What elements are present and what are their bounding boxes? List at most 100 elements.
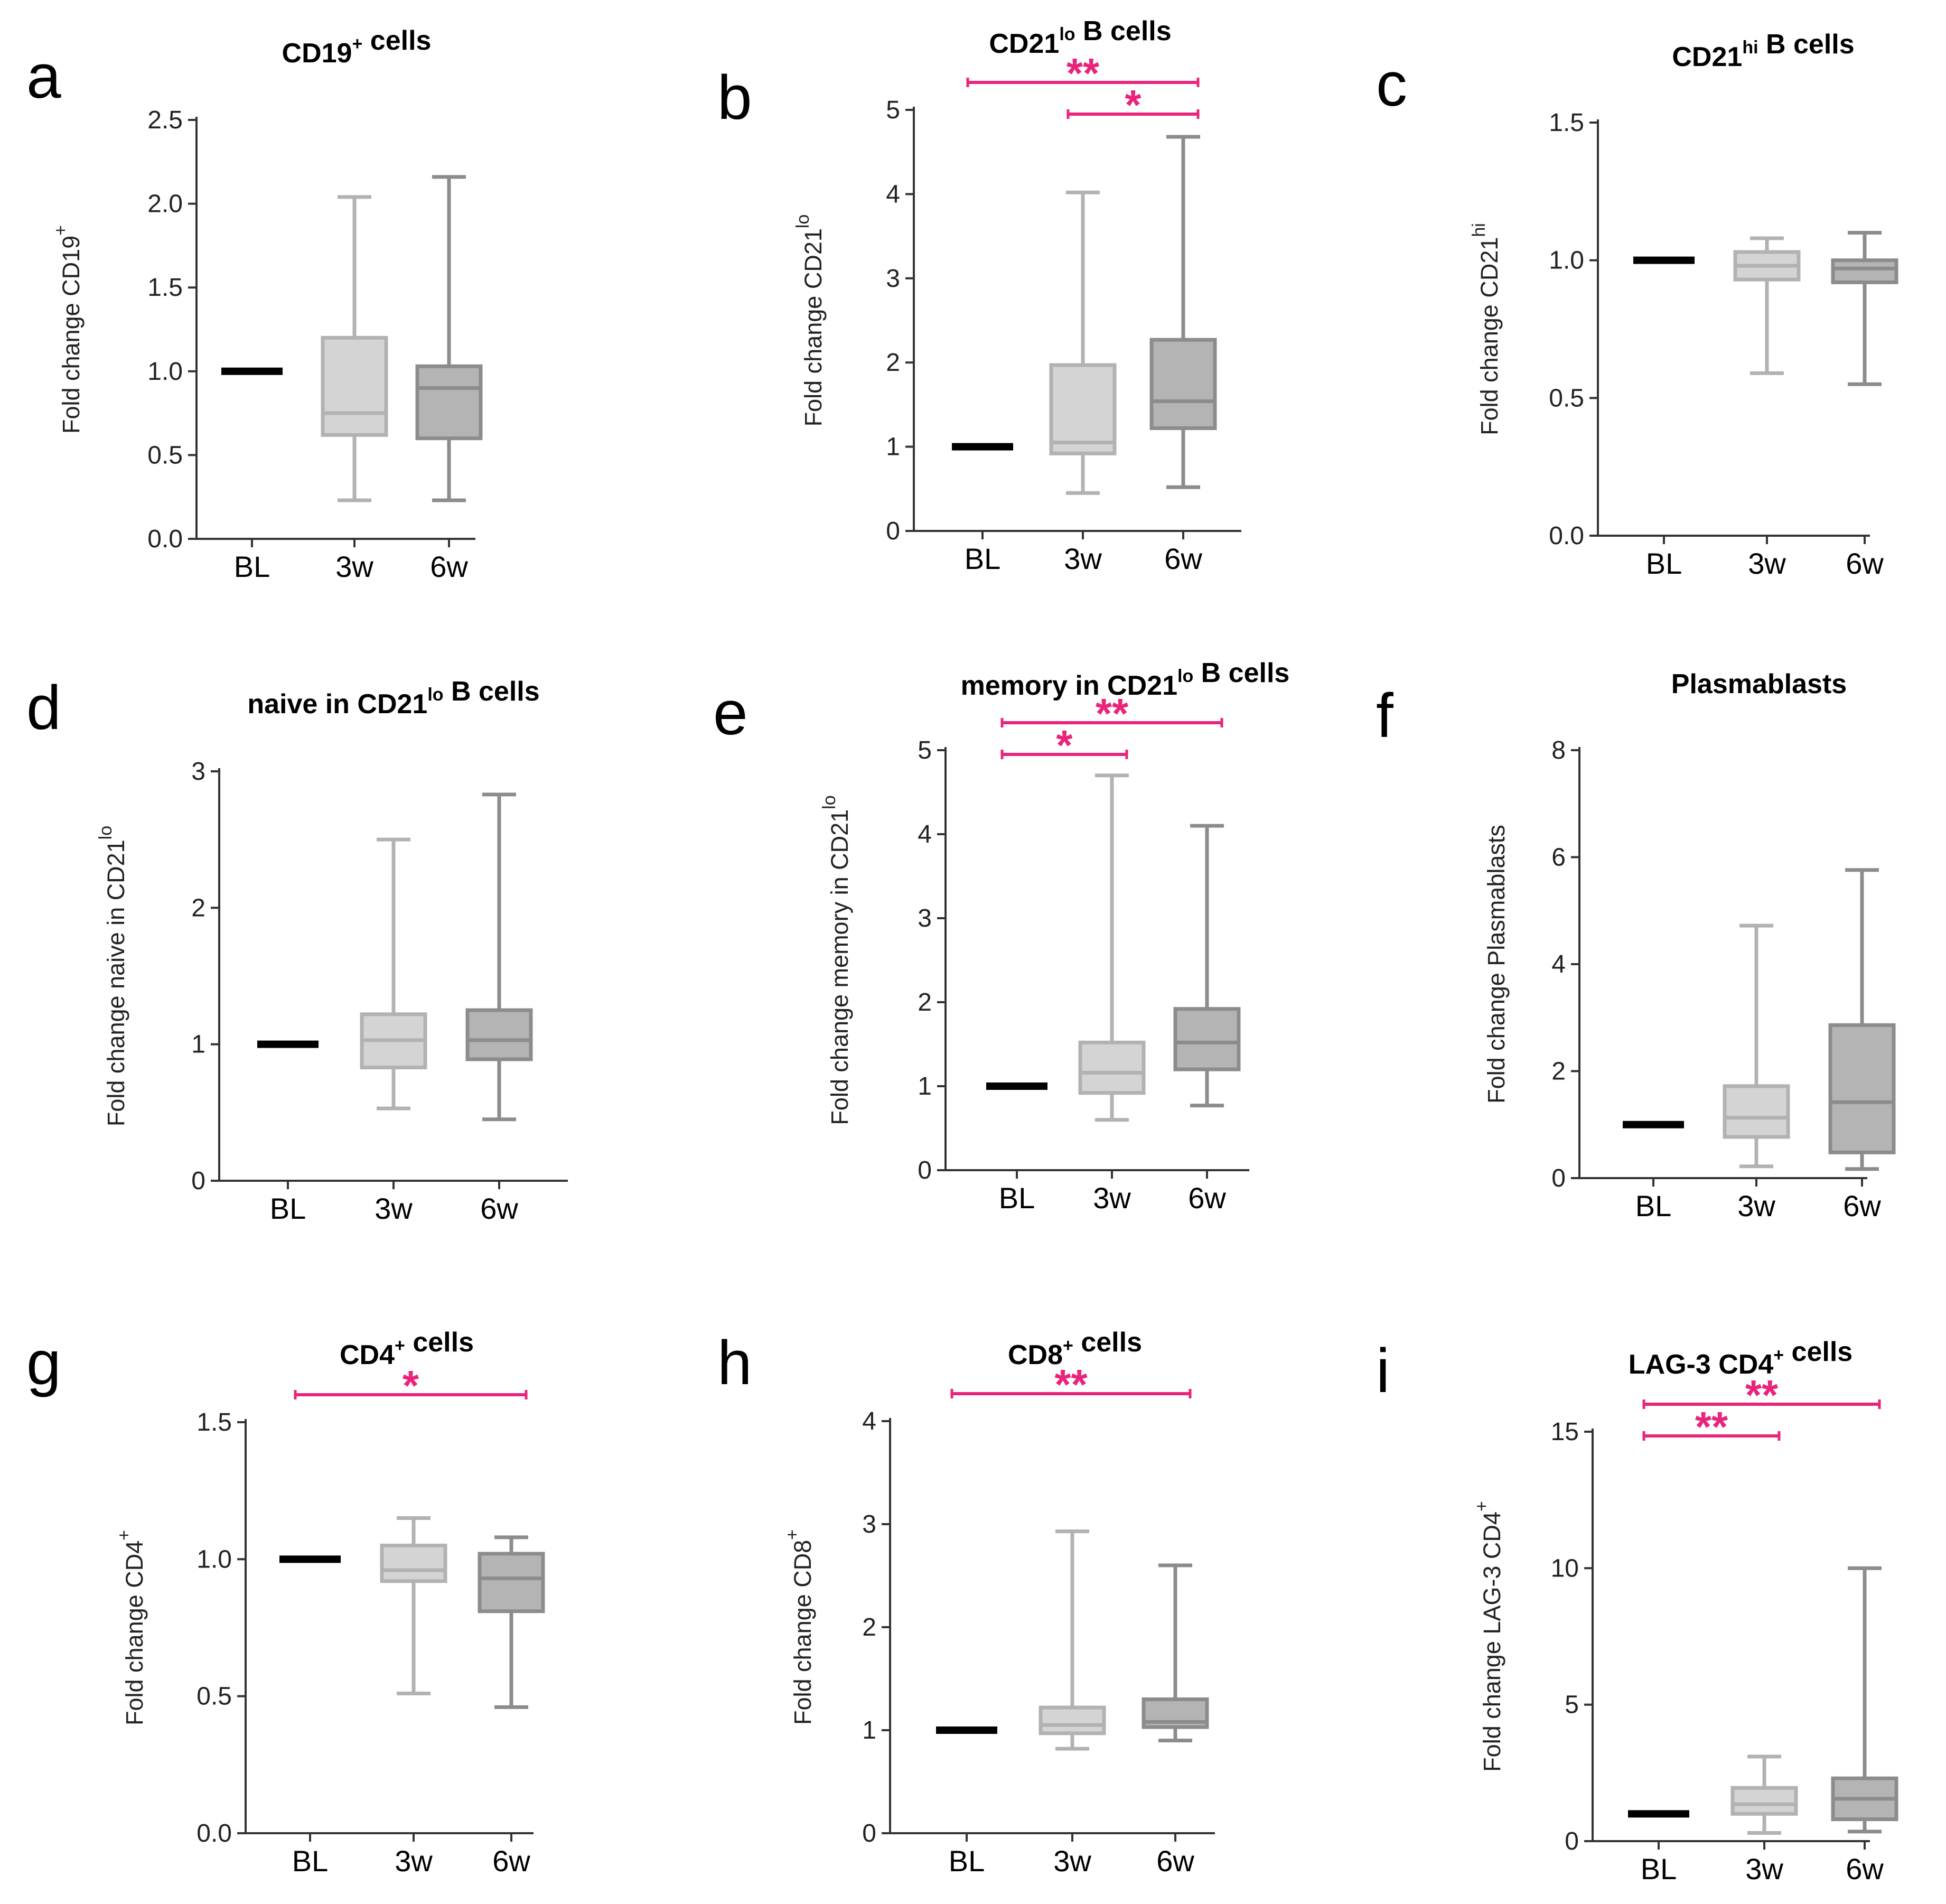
box-iqr: [1041, 1707, 1104, 1733]
y-tick-label: 0: [1551, 1164, 1566, 1192]
box-3w: [362, 839, 425, 1108]
x-tick-label: 6w: [1846, 547, 1884, 580]
panel-b: b CD21lo B cells Fold change CD21lo 0 1 2 3 4 5 B…: [717, 16, 1241, 575]
box-6w: [1830, 870, 1894, 1169]
box-3w: [1051, 192, 1115, 493]
box-iqr: [1725, 1086, 1788, 1137]
y-tick-label: 1.5: [1549, 109, 1584, 137]
x-tick-label: 6w: [1156, 1844, 1194, 1878]
y-tick-label: 1: [886, 433, 900, 461]
x-tick-label: BL: [1641, 1852, 1677, 1886]
panel-f: f Plasmablasts Fold change Plasmablasts 0 2 4…: [1376, 669, 1894, 1222]
y-tick-label: 2: [886, 349, 900, 377]
panel-i: i LAG-3 CD4+ cells Fold change LAG-3 CD4+ 0…: [1376, 1336, 1896, 1886]
panel-letter: b: [717, 63, 752, 133]
y-tick-label: 0: [886, 517, 900, 545]
y-tick-label: 3: [862, 1510, 876, 1538]
y-tick-label: 1: [918, 1072, 932, 1100]
x-tick-label: 6w: [480, 1192, 518, 1225]
significance-bracket: *: [295, 1362, 526, 1409]
y-tick-label: 0: [862, 1819, 876, 1847]
x-tick-label: 3w: [1093, 1181, 1131, 1215]
box-6w: [1144, 1565, 1207, 1741]
x-tick-label: 3w: [1053, 1844, 1091, 1878]
significance-label: *: [1056, 722, 1073, 769]
x-tick-label: 3w: [1064, 542, 1102, 575]
y-tick-label: 1.0: [1549, 247, 1584, 275]
box-iqr: [323, 338, 386, 435]
chart-title: LAG-3 CD4+ cells: [1629, 1337, 1853, 1380]
x-tick-label: 3w: [375, 1192, 413, 1225]
y-tick-label: 2: [1551, 1058, 1566, 1086]
y-tick-label: 3: [191, 758, 205, 786]
y-axis-label: Fold change Plasmablasts: [1483, 825, 1510, 1104]
x-tick-label: 3w: [1737, 1189, 1775, 1222]
significance-label: **: [1096, 690, 1129, 737]
panel-a: a CD19+ cells Fold change CD19+ 0.0 0.5 1.0 1.…: [26, 25, 481, 583]
y-tick-label: 0.5: [147, 441, 183, 469]
y-tick-label: 15: [1551, 1418, 1579, 1446]
x-tick-label: BL: [1646, 547, 1682, 580]
y-axis-label: Fold change CD8+: [782, 1529, 816, 1725]
x-tick-label: BL: [270, 1192, 306, 1225]
y-tick-label: 0.0: [197, 1819, 232, 1847]
significance-label: **: [1066, 50, 1100, 97]
x-tick-label: 6w: [430, 550, 468, 583]
panel-letter: c: [1376, 50, 1407, 119]
panel-letter: d: [26, 673, 61, 743]
box-6w: [417, 177, 481, 500]
box-3w: [1041, 1532, 1104, 1749]
x-tick-label: 3w: [395, 1844, 433, 1878]
panel-letter: f: [1376, 681, 1393, 751]
x-tick-label: BL: [1635, 1189, 1672, 1222]
box-iqr: [1080, 1042, 1144, 1093]
y-tick-label: 2.0: [147, 190, 183, 218]
y-tick-label: 0: [191, 1167, 205, 1195]
box-iqr: [382, 1545, 445, 1581]
x-tick-label: 6w: [492, 1844, 530, 1878]
significance-label: **: [1054, 1361, 1088, 1408]
x-tick-label: BL: [292, 1844, 329, 1878]
x-tick-label: 3w: [1745, 1852, 1783, 1886]
chart-title: CD19+ cells: [282, 25, 432, 69]
y-tick-label: 1.5: [197, 1408, 232, 1436]
panel-h: h CD8+ cells Fold change CD8+ 0 1 2 3 4 BL 3w 6w **: [717, 1327, 1215, 1878]
box-3w: [382, 1518, 445, 1694]
y-axis-label: Fold change CD19+: [51, 225, 85, 434]
y-tick-label: 1.0: [197, 1545, 232, 1573]
significance-label: *: [1125, 81, 1142, 128]
panel-letter: e: [713, 678, 748, 748]
x-tick-label: 6w: [1188, 1181, 1226, 1215]
panel-g: g CD4+ cells Fold change CD4+ 0.0 0.5 1.0 1.5 B…: [26, 1327, 543, 1878]
y-axis-label: Fold change CD4+: [114, 1530, 148, 1725]
y-tick-label: 1: [862, 1716, 876, 1744]
significance-label: **: [1745, 1371, 1779, 1418]
y-tick-label: 0.5: [1549, 384, 1584, 412]
y-tick-label: 5: [1565, 1691, 1579, 1719]
x-tick-label: 3w: [1748, 547, 1786, 580]
box-6w: [1833, 233, 1896, 385]
panel-letter: i: [1376, 1336, 1390, 1406]
box-6w: [1152, 137, 1215, 487]
y-tick-label: 5: [918, 736, 932, 764]
x-tick-label: BL: [999, 1181, 1035, 1215]
significance-label: **: [1695, 1403, 1728, 1450]
box-3w: [323, 197, 386, 500]
box-iqr: [1175, 1009, 1239, 1069]
y-tick-label: 4: [886, 180, 900, 208]
x-tick-label: 6w: [1164, 542, 1202, 575]
y-tick-label: 2: [918, 988, 932, 1016]
panel-letter: g: [26, 1328, 61, 1398]
box-3w: [1080, 776, 1144, 1120]
box-6w: [480, 1537, 543, 1707]
y-tick-label: 2: [862, 1613, 876, 1641]
y-tick-label: 3: [886, 265, 900, 293]
box-iqr: [1830, 1025, 1894, 1152]
y-tick-label: 4: [862, 1407, 876, 1435]
panel-letter: a: [26, 42, 61, 111]
y-tick-label: 4: [1551, 950, 1566, 978]
box-iqr: [467, 1010, 531, 1059]
box-iqr: [480, 1554, 543, 1611]
box-iqr: [417, 366, 481, 438]
y-tick-label: 4: [918, 820, 932, 848]
